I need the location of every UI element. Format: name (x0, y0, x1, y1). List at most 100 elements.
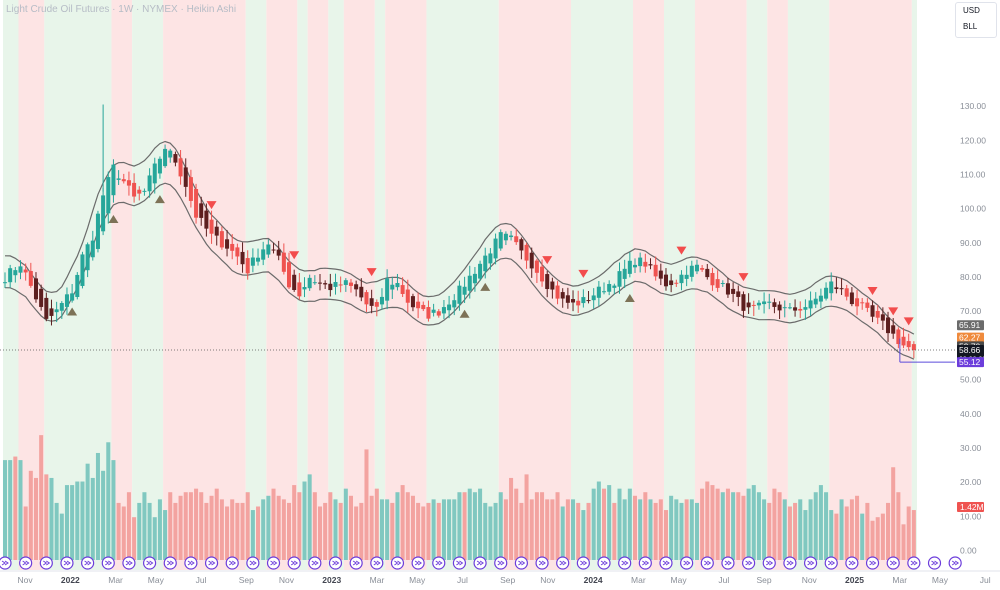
event-icon[interactable] (246, 556, 260, 570)
event-icon[interactable] (328, 556, 343, 570)
event-icon[interactable] (349, 556, 363, 570)
event-icon[interactable] (948, 556, 962, 570)
event-icon[interactable] (473, 556, 487, 570)
currency-label[interactable]: USD (963, 6, 980, 15)
volume-bar (80, 481, 85, 560)
event-icon[interactable] (803, 556, 818, 570)
volume-bar (271, 488, 276, 560)
event-icon[interactable] (845, 556, 859, 570)
arrow-icon (724, 560, 732, 566)
candle-body (276, 249, 281, 256)
volume-bar (379, 499, 384, 560)
event-icon[interactable] (39, 556, 53, 570)
uptrend-zone (426, 0, 499, 570)
sell-signal-marker (206, 201, 217, 210)
candle-body (132, 182, 137, 197)
event-icon[interactable] (452, 556, 467, 570)
candle-body (612, 285, 617, 288)
event-icon[interactable] (742, 556, 756, 570)
event-icon[interactable] (597, 556, 611, 570)
time-tick-label: May (148, 575, 165, 585)
price-tick-label: 40.00 (960, 409, 982, 419)
event-icon[interactable] (142, 556, 157, 570)
candle-body (602, 291, 607, 293)
event-icon[interactable] (680, 556, 694, 570)
event-icon[interactable] (184, 556, 198, 570)
event-icon[interactable] (19, 556, 33, 570)
arrow-icon (125, 560, 133, 566)
event-icon[interactable] (287, 556, 301, 570)
arrow-icon (642, 560, 650, 566)
candle-body (101, 195, 106, 232)
volume-bar (540, 492, 545, 560)
event-icon[interactable] (824, 556, 838, 570)
event-icon[interactable] (535, 556, 549, 570)
volume-bar (694, 502, 699, 560)
volume-bar (70, 485, 75, 560)
price-badge: 65.91 (957, 320, 984, 331)
event-icon[interactable] (556, 556, 570, 570)
event-icon[interactable] (101, 556, 115, 570)
event-icon[interactable] (783, 556, 797, 570)
volume-bar (188, 492, 193, 560)
event-icon[interactable] (514, 556, 528, 570)
volume-bar (798, 499, 803, 560)
time-tick-label: Nov (18, 575, 34, 585)
volume-bar (204, 502, 209, 560)
volume-bar (348, 495, 353, 560)
volume-bar (147, 502, 152, 560)
event-icon[interactable] (411, 556, 425, 570)
volume-bar (514, 488, 519, 560)
event-icon[interactable] (494, 556, 508, 570)
event-icon[interactable] (432, 556, 446, 570)
event-icon[interactable] (576, 556, 590, 570)
candle-body (488, 253, 493, 264)
event-icon[interactable] (907, 556, 921, 570)
uptrend-zone (787, 0, 830, 570)
event-icon[interactable] (204, 556, 219, 570)
event-icon[interactable] (721, 556, 735, 570)
event-icon[interactable] (927, 556, 942, 570)
event-icon[interactable] (370, 556, 384, 570)
arrow-icon (538, 560, 546, 566)
arrow-icon (580, 560, 588, 566)
volume-bar (178, 495, 183, 560)
event-icon[interactable] (122, 556, 136, 570)
event-icon[interactable] (700, 556, 714, 570)
event-icon[interactable] (225, 556, 239, 570)
unit-label[interactable]: BLL (963, 22, 978, 31)
event-icon[interactable] (390, 556, 405, 570)
unit-selector[interactable] (955, 2, 997, 38)
volume-bar (359, 502, 364, 560)
candle-body (405, 289, 410, 303)
event-icon[interactable] (865, 556, 880, 570)
volume-bar (163, 510, 168, 560)
volume-bar (607, 485, 612, 560)
volume-bar (59, 513, 64, 560)
event-icon[interactable] (308, 556, 322, 570)
candle-body (431, 309, 436, 313)
event-icon[interactable] (0, 556, 12, 570)
event-icon[interactable] (762, 556, 776, 570)
volume-bar (400, 485, 405, 560)
event-icon[interactable] (618, 556, 632, 570)
event-icon[interactable] (163, 556, 177, 570)
volume-bar (142, 492, 147, 560)
event-icon[interactable] (886, 556, 900, 570)
candle-body (59, 303, 64, 311)
candle-body (75, 274, 80, 297)
buy-signal-marker (67, 307, 78, 316)
event-icon[interactable] (81, 556, 95, 570)
arrow-icon (435, 560, 443, 566)
event-icon[interactable] (266, 556, 281, 570)
event-icon[interactable] (638, 556, 652, 570)
event-icon[interactable] (659, 556, 673, 570)
volume-bar (596, 481, 601, 560)
candle-body (266, 244, 271, 255)
arrow-icon (662, 560, 670, 566)
event-icon[interactable] (60, 556, 74, 570)
price-tick-label: 30.00 (960, 443, 982, 453)
candle-body (694, 264, 699, 272)
candle-body (214, 226, 219, 236)
